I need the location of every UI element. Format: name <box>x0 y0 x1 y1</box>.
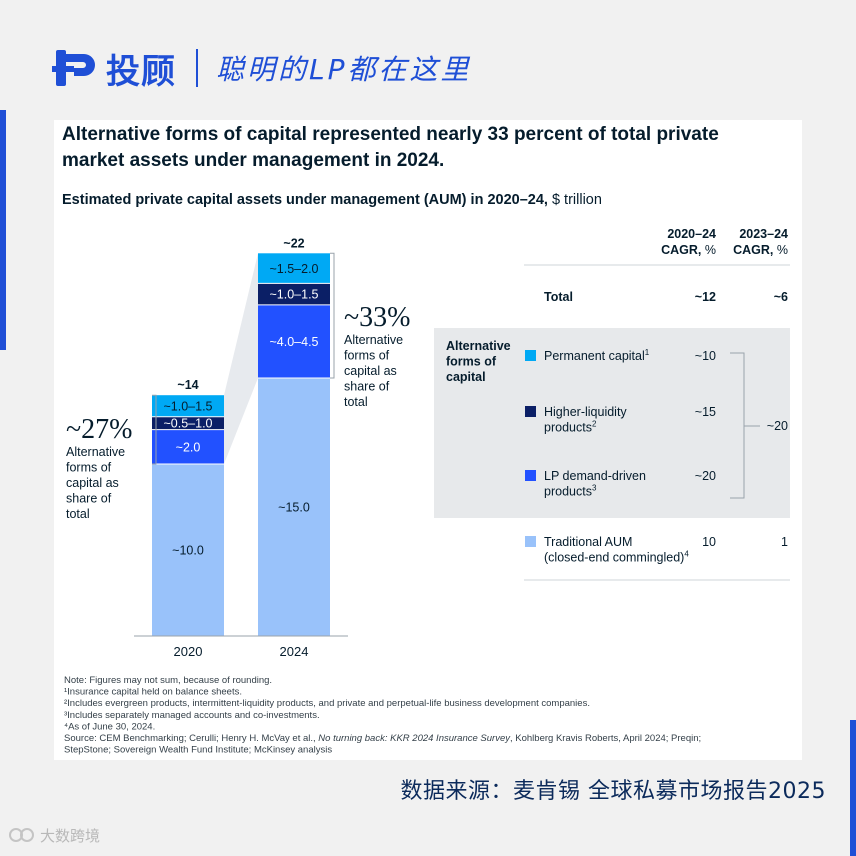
share-bracket-2024 <box>330 252 335 379</box>
table-row-swatch <box>525 350 536 361</box>
table-row-label: Permanent capital1 <box>544 348 650 363</box>
bar-segment <box>152 464 224 636</box>
table-row-label: (closed-end commingled)4 <box>544 550 689 565</box>
bar-segment <box>258 283 330 305</box>
share-callout-text: share of <box>66 492 112 506</box>
table-group-label: capital <box>446 370 486 384</box>
table-total-cagr-2023-24: ~6 <box>774 290 788 304</box>
chart-source: Source: CEM Benchmarking; Cerulli; Henry… <box>64 733 701 744</box>
share-callout-text: forms of <box>344 349 390 363</box>
bar-total-label: ~14 <box>177 378 198 392</box>
share-callout-text: Alternative <box>344 333 403 347</box>
share-callout-text: total <box>66 507 90 521</box>
share-callout-text: capital as <box>66 476 119 490</box>
chart-note: Note: Figures may not sum, because of ro… <box>64 675 272 686</box>
chart-note: ²Includes evergreen products, intermitte… <box>64 698 590 709</box>
table-group-label: Alternative <box>446 339 511 353</box>
bar-segment <box>152 395 224 417</box>
aum-chart: ~10.0 ~2.0 ~0.5–1.0 ~1.0–1.5 ~14 2020 ~15.0 ~4.… <box>64 227 790 756</box>
right-accent-bar <box>850 720 856 856</box>
bar-segment <box>152 416 224 430</box>
table-row-swatch <box>525 406 536 417</box>
table-col-header: 2023–24 <box>739 227 788 241</box>
bar-value-label: ~1.0–1.5 <box>269 288 318 302</box>
bar-value-label: ~15.0 <box>278 501 310 515</box>
table-col-header-sub: CAGR, % <box>661 243 716 257</box>
table-col-header: 2020–24 <box>667 227 716 241</box>
bar-segment <box>258 378 330 636</box>
left-accent-bar <box>0 110 6 350</box>
chart-subtitle: Estimated private capital assets under m… <box>62 192 602 208</box>
bar-value-label: ~10.0 <box>172 544 204 558</box>
table-row-cagr-2020-24: 10 <box>702 535 716 549</box>
alternative-connector-band <box>224 253 258 464</box>
table-group-label: forms of <box>446 355 497 369</box>
chart-source-line2: StepStone; Sovereign Wealth Fund Institu… <box>64 745 332 756</box>
alternative-group-shading <box>434 328 790 518</box>
watermark-text: 大数跨境 <box>40 826 101 845</box>
share-callout-value: ~27% <box>66 414 132 445</box>
bar-segment <box>258 304 330 378</box>
table-total-label: Total <box>544 290 573 304</box>
chart-subtitle-bold: Estimated private capital assets under m… <box>62 192 548 208</box>
table-row-swatch <box>525 470 536 481</box>
x-tick-label: 2020 <box>174 644 203 659</box>
table-row-label: LP demand-driven <box>544 469 646 483</box>
share-callout-text: total <box>344 395 368 409</box>
share-bracket-2020 <box>152 394 157 465</box>
footer-source: 数据来源：麦肯锡 全球私募市场报告2025 <box>400 779 826 804</box>
bar-total-label: ~22 <box>283 236 304 250</box>
table-row-cagr-2020-24: ~10 <box>695 349 716 363</box>
bar-value-label: ~4.0–4.5 <box>269 335 318 349</box>
chart-note: ³Includes separately managed accounts an… <box>64 710 320 721</box>
table-row-swatch <box>525 536 536 547</box>
table-row-label: Higher-liquidity <box>544 405 627 419</box>
table-row-cagr-2020-24: ~20 <box>695 469 716 483</box>
watermark-logo-icon <box>9 828 34 842</box>
brand-slogan: 聪明的LP都在这里 <box>216 53 472 86</box>
bar-segment <box>258 253 330 284</box>
bar-value-label: ~1.5–2.0 <box>269 262 318 276</box>
chart-headline: Alternative forms of capital represented… <box>62 124 719 171</box>
chart-note: ⁴As of June 30, 2024. <box>64 721 155 732</box>
share-callout-text: forms of <box>66 461 112 475</box>
table-group-cagr-2023-24: ~20 <box>767 419 788 433</box>
table-row-label: products3 <box>544 484 597 499</box>
bar-value-label: ~1.0–1.5 <box>163 399 212 413</box>
bar-segment <box>152 429 224 464</box>
table-row-cagr-2023-24: 1 <box>781 535 788 549</box>
chart-card: Alternative forms of capital represented… <box>54 120 802 760</box>
brand-name: 投顾 <box>106 51 176 92</box>
share-callout-text: share of <box>344 380 390 394</box>
table-row-label: Traditional AUM <box>544 535 632 549</box>
brand-header: 投顾 聪明的LP都在这里 <box>52 40 472 96</box>
chart-note: ¹Insurance capital held on balance sheet… <box>64 687 242 698</box>
bar-value-label: ~0.5–1.0 <box>163 417 212 431</box>
bar-value-label: ~2.0 <box>176 440 201 454</box>
table-total-cagr-2020-24: ~12 <box>695 290 716 304</box>
share-callout-text: capital as <box>344 364 397 378</box>
brand-divider <box>196 49 198 87</box>
watermark: 大数跨境 <box>8 824 100 846</box>
table-col-header-sub: CAGR, % <box>733 243 788 257</box>
x-tick-label: 2024 <box>280 644 309 659</box>
table-row-label: products2 <box>544 420 597 435</box>
table-row-cagr-2020-24: ~15 <box>695 405 716 419</box>
share-callout-text: Alternative <box>66 445 125 459</box>
chart-subtitle-unit: $ trillion <box>547 192 602 208</box>
brand-logo-icon <box>52 50 95 86</box>
share-callout-value: ~33% <box>344 302 410 333</box>
